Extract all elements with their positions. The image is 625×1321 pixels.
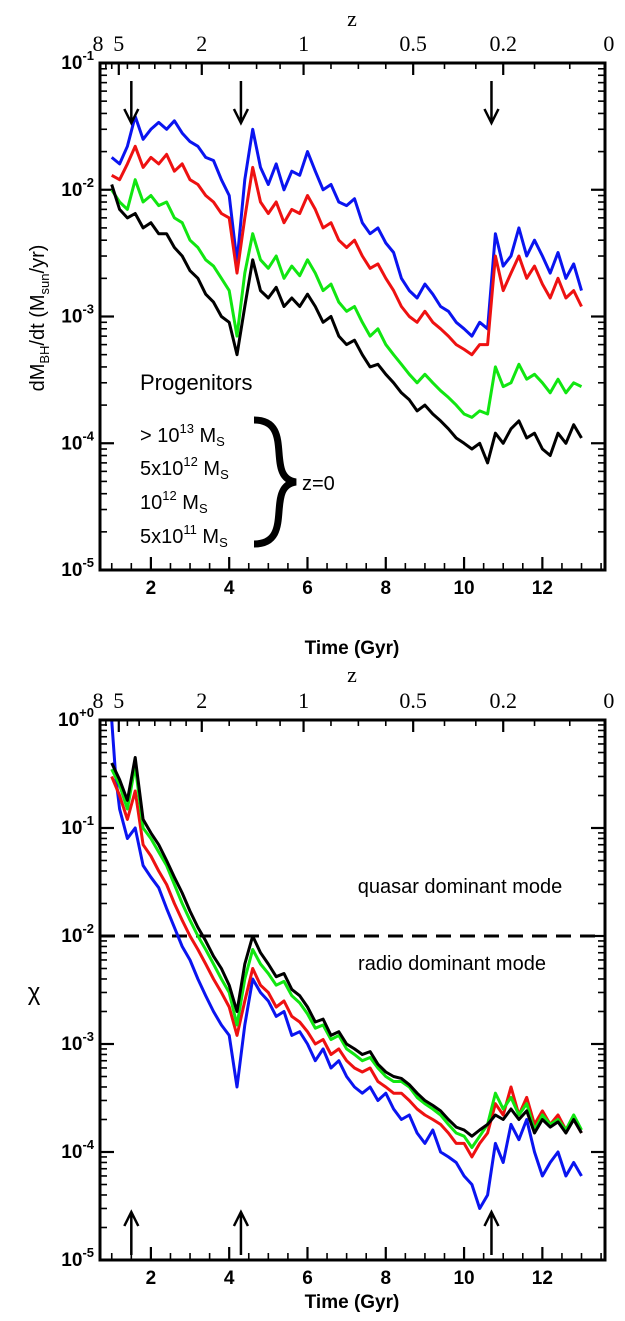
- series-line-black: [110, 756, 583, 1138]
- x-tick-label: 2: [146, 578, 157, 599]
- z-tick-label: 2: [196, 688, 207, 713]
- x-tick-label: 8: [380, 578, 391, 599]
- x-tick-label: 12: [532, 1268, 553, 1289]
- ylabel-sub2: sun: [37, 273, 52, 294]
- ylabel-pre: dM: [27, 364, 49, 392]
- x-tick-label: 6: [302, 578, 313, 599]
- x-axis-ticks: 2 4 6 8 10 12: [110, 1247, 602, 1289]
- x-tick-label: 2: [146, 1268, 157, 1289]
- radio-mode-label: radio dominant mode: [358, 953, 546, 975]
- z-tick-label: 2: [196, 31, 207, 56]
- series-line-red: [110, 144, 583, 357]
- y-tick-label: 10-4: [61, 428, 94, 454]
- x-axis-label: Time (Gyr): [305, 638, 400, 659]
- y-tick-label: 10+0: [58, 705, 94, 731]
- x-tick-label: 4: [224, 1268, 235, 1289]
- arrows: [123, 81, 500, 126]
- x-tick-label: 10: [453, 578, 474, 599]
- y-tick-label: 10-1: [61, 48, 94, 74]
- y-tick-label: 10-3: [61, 1029, 94, 1055]
- top-axis-title: z: [347, 662, 357, 687]
- series-line-green: [110, 178, 583, 419]
- z-tick-label: 0.2: [489, 31, 517, 56]
- x-axis-ticks: 2 4 6 8 10 12: [110, 557, 602, 599]
- series-line-green: [110, 763, 583, 1149]
- y-axis-label: dMBH/dt (Msun/yr): [27, 245, 52, 392]
- z-tick-label: 8: [93, 688, 104, 713]
- arrow-up-icon: [483, 1209, 500, 1255]
- y-tick-label: 10-5: [61, 555, 94, 581]
- top-axis-title: z: [347, 6, 357, 31]
- top-axis-ticks: 8 5 2 1 0.5 0.2 0: [93, 688, 614, 732]
- arrow-down-icon: [483, 81, 500, 126]
- arrow-up-icon: [232, 1209, 250, 1255]
- z-tick-label: 0.5: [399, 688, 427, 713]
- x-axis-label: Time (Gyr): [305, 1292, 400, 1313]
- y-tick-label: 10-1: [61, 813, 94, 839]
- z-tick-label: 5: [113, 688, 124, 713]
- arrow-down-icon: [232, 81, 250, 126]
- series-line-blue: [110, 114, 583, 338]
- y-tick-label: 10-4: [61, 1137, 94, 1163]
- x-tick-label: 4: [224, 578, 235, 599]
- y-axis-label: χ: [28, 979, 41, 1006]
- series-line-blue: [110, 719, 583, 1210]
- brace-label: z=0: [302, 473, 335, 495]
- y-tick-label: 10-2: [61, 921, 94, 947]
- panel-bottom: z 8 5 2 1 0.5 0.2 0 10-510-410-310-210-110+0 2…: [28, 662, 615, 1313]
- arrow-down-icon: [123, 81, 140, 126]
- quasar-mode-label: quasar dominant mode: [358, 876, 563, 898]
- plot-frame: [98, 718, 607, 1262]
- y-tick-label: 10-3: [61, 302, 94, 328]
- x-tick-label: 12: [532, 578, 553, 599]
- z-tick-label: 0.5: [399, 31, 427, 56]
- x-tick-label: 10: [453, 1268, 474, 1289]
- z-tick-label: 1: [298, 688, 309, 713]
- legend: Progenitors > 1013 MS 5x1012 MS 1012 MS …: [140, 370, 335, 550]
- series-group: [110, 114, 583, 465]
- z-tick-label: 0.2: [489, 688, 517, 713]
- z-tick-label: 0: [603, 31, 614, 56]
- x-tick-label: 8: [380, 1268, 391, 1289]
- legend-entry-blue: > 1013 MS: [140, 421, 225, 449]
- x-tick-label: 6: [302, 1268, 313, 1289]
- plot-frame: [98, 61, 607, 572]
- series-line-red: [110, 775, 583, 1159]
- ylabel-sub1: BH: [37, 346, 52, 364]
- ylabel-mid: /dt (M: [27, 294, 49, 345]
- y-tick-label: 10-2: [61, 175, 94, 201]
- arrows: [123, 1209, 500, 1255]
- z-tick-label: 1: [298, 31, 309, 56]
- z-tick-label: 5: [113, 31, 124, 56]
- legend-entry-black: 5x1011 MS: [140, 522, 228, 550]
- z-tick-label: 8: [93, 31, 104, 56]
- legend-entry-green: 1012 MS: [140, 488, 208, 516]
- z-tick-label: 0: [603, 688, 614, 713]
- top-axis-ticks: 8 5 2 1 0.5 0.2 0: [93, 31, 614, 75]
- legend-entry-red: 5x1012 MS: [140, 454, 229, 482]
- series-line-black: [110, 184, 583, 465]
- ylabel-post: /yr): [27, 245, 49, 274]
- legend-title: Progenitors: [140, 370, 253, 395]
- series-group: [110, 719, 583, 1210]
- y-tick-label: 10-5: [61, 1245, 94, 1271]
- arrow-up-icon: [123, 1209, 140, 1255]
- brace-icon: [253, 416, 297, 548]
